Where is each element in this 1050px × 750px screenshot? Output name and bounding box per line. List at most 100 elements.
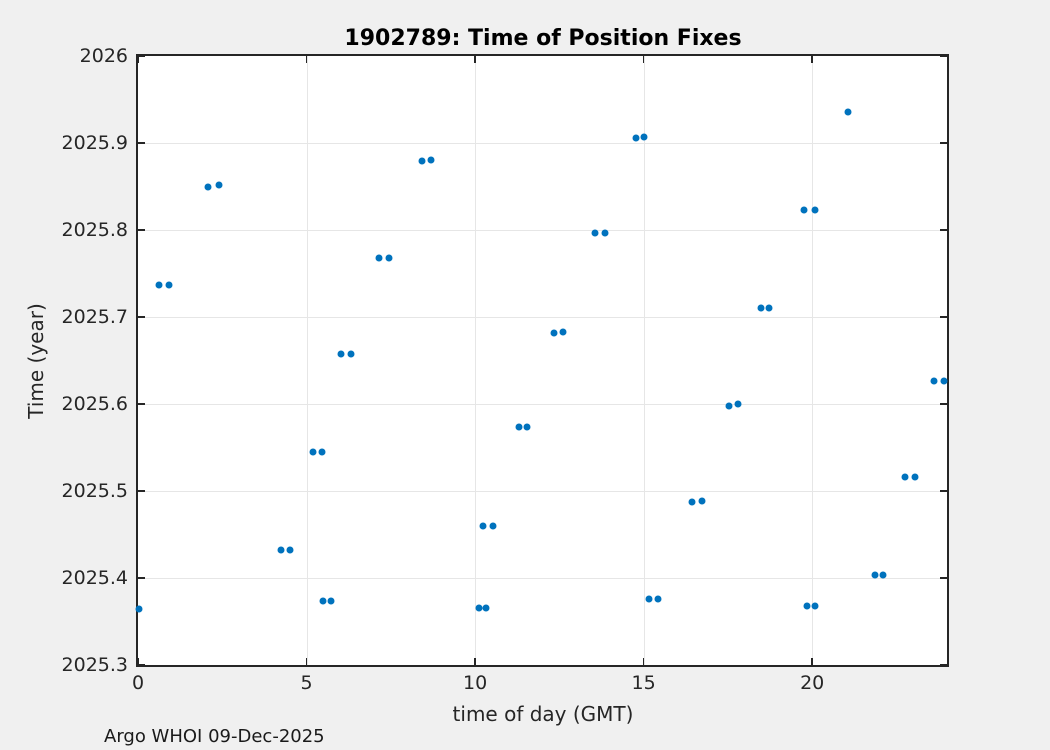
x-tick-mark-top: [474, 56, 476, 63]
x-tick-mark-bottom: [811, 658, 813, 665]
data-point: [757, 304, 765, 312]
data-point: [277, 546, 285, 554]
data-point: [479, 522, 487, 530]
x-tick-mark-bottom: [642, 658, 645, 665]
data-point: [319, 597, 327, 605]
x-tick-mark-top: [137, 56, 139, 63]
data-point: [879, 571, 887, 579]
x-tick-mark-top: [642, 56, 645, 63]
y-tick-label: 2025.4: [61, 567, 128, 589]
gridline-horizontal: [138, 491, 947, 492]
data-point: [515, 423, 523, 431]
y-tick-label: 2025.7: [61, 306, 128, 328]
data-point: [135, 605, 143, 613]
data-point: [337, 350, 345, 358]
data-point: [940, 377, 948, 384]
data-point: [654, 595, 662, 603]
gridline-horizontal: [138, 317, 947, 318]
y-tick-label: 2025.5: [61, 480, 128, 502]
x-tick-label: 20: [800, 672, 825, 694]
data-point: [871, 571, 879, 579]
x-tick-label: 0: [131, 672, 145, 694]
data-point: [204, 183, 212, 190]
data-point: [475, 604, 483, 612]
data-point: [803, 602, 811, 610]
y-tick-mark-left: [138, 403, 145, 405]
plot-area: [135, 54, 949, 667]
gridline-horizontal: [138, 578, 947, 579]
x-tick-mark-bottom: [474, 658, 476, 665]
data-point: [523, 423, 531, 431]
y-tick-label: 2026: [79, 45, 128, 67]
data-point: [559, 328, 567, 336]
data-point: [427, 156, 435, 164]
y-tick-mark-left: [138, 577, 145, 579]
y-tick-label: 2025.8: [61, 219, 128, 241]
y-tick-mark-left: [138, 55, 145, 57]
x-tick-mark-top: [305, 56, 308, 63]
gridline-vertical: [643, 56, 645, 665]
gridline-horizontal: [138, 230, 947, 231]
x-tick-mark-bottom: [305, 658, 308, 665]
data-point: [550, 329, 558, 337]
data-point: [385, 254, 393, 262]
data-point: [725, 402, 733, 410]
data-point: [844, 108, 852, 116]
data-point: [930, 377, 938, 385]
y-tick-mark-right: [940, 664, 947, 666]
data-point: [645, 595, 653, 603]
footer-note: Argo WHOI 09-Dec-2025: [104, 726, 325, 747]
data-point: [418, 157, 426, 165]
y-tick-mark-right: [940, 55, 947, 57]
y-tick-mark-right: [940, 577, 947, 579]
gridline-horizontal: [138, 404, 947, 405]
data-point: [309, 448, 317, 456]
y-tick-label: 2025.9: [61, 132, 128, 154]
x-tick-label: 10: [462, 672, 488, 694]
data-point: [591, 229, 599, 237]
data-point: [318, 448, 326, 456]
data-point: [286, 546, 294, 554]
gridline-vertical: [306, 56, 308, 665]
y-tick-mark-left: [138, 142, 145, 144]
y-axis-label: Time (year): [24, 303, 48, 419]
y-tick-mark-left: [138, 490, 145, 492]
x-axis-label: time of day (GMT): [452, 702, 634, 726]
y-tick-mark-right: [940, 403, 947, 405]
data-point: [734, 400, 742, 408]
data-point: [489, 522, 497, 530]
x-tick-mark-top: [811, 56, 813, 63]
data-point: [601, 229, 609, 237]
x-tick-label: 15: [631, 672, 656, 694]
x-tick-mark-bottom: [137, 658, 139, 665]
data-point: [482, 604, 490, 612]
data-point: [688, 498, 696, 506]
data-point: [165, 281, 173, 289]
data-point: [155, 281, 163, 289]
data-point: [375, 254, 383, 262]
y-tick-label: 2025.3: [61, 654, 128, 676]
y-tick-mark-right: [940, 316, 947, 318]
gridline-vertical: [812, 56, 814, 665]
data-point: [811, 206, 819, 214]
y-tick-label: 2025.6: [61, 393, 128, 415]
y-tick-mark-left: [138, 664, 145, 666]
data-point: [901, 473, 909, 481]
data-point: [640, 133, 648, 141]
data-point: [911, 473, 919, 481]
data-point: [327, 597, 335, 605]
y-tick-mark-left: [138, 229, 145, 231]
y-tick-mark-left: [138, 316, 145, 318]
data-point: [698, 497, 706, 505]
gridline-vertical: [475, 56, 477, 665]
y-tick-mark-right: [940, 142, 947, 144]
y-tick-mark-right: [940, 490, 947, 492]
y-tick-mark-right: [940, 229, 947, 231]
chart-title: 1902789: Time of Position Fixes: [344, 26, 742, 51]
data-point: [347, 350, 355, 358]
x-tick-label: 5: [300, 672, 313, 694]
data-point: [632, 134, 640, 142]
data-point: [811, 602, 819, 610]
data-point: [800, 206, 808, 214]
